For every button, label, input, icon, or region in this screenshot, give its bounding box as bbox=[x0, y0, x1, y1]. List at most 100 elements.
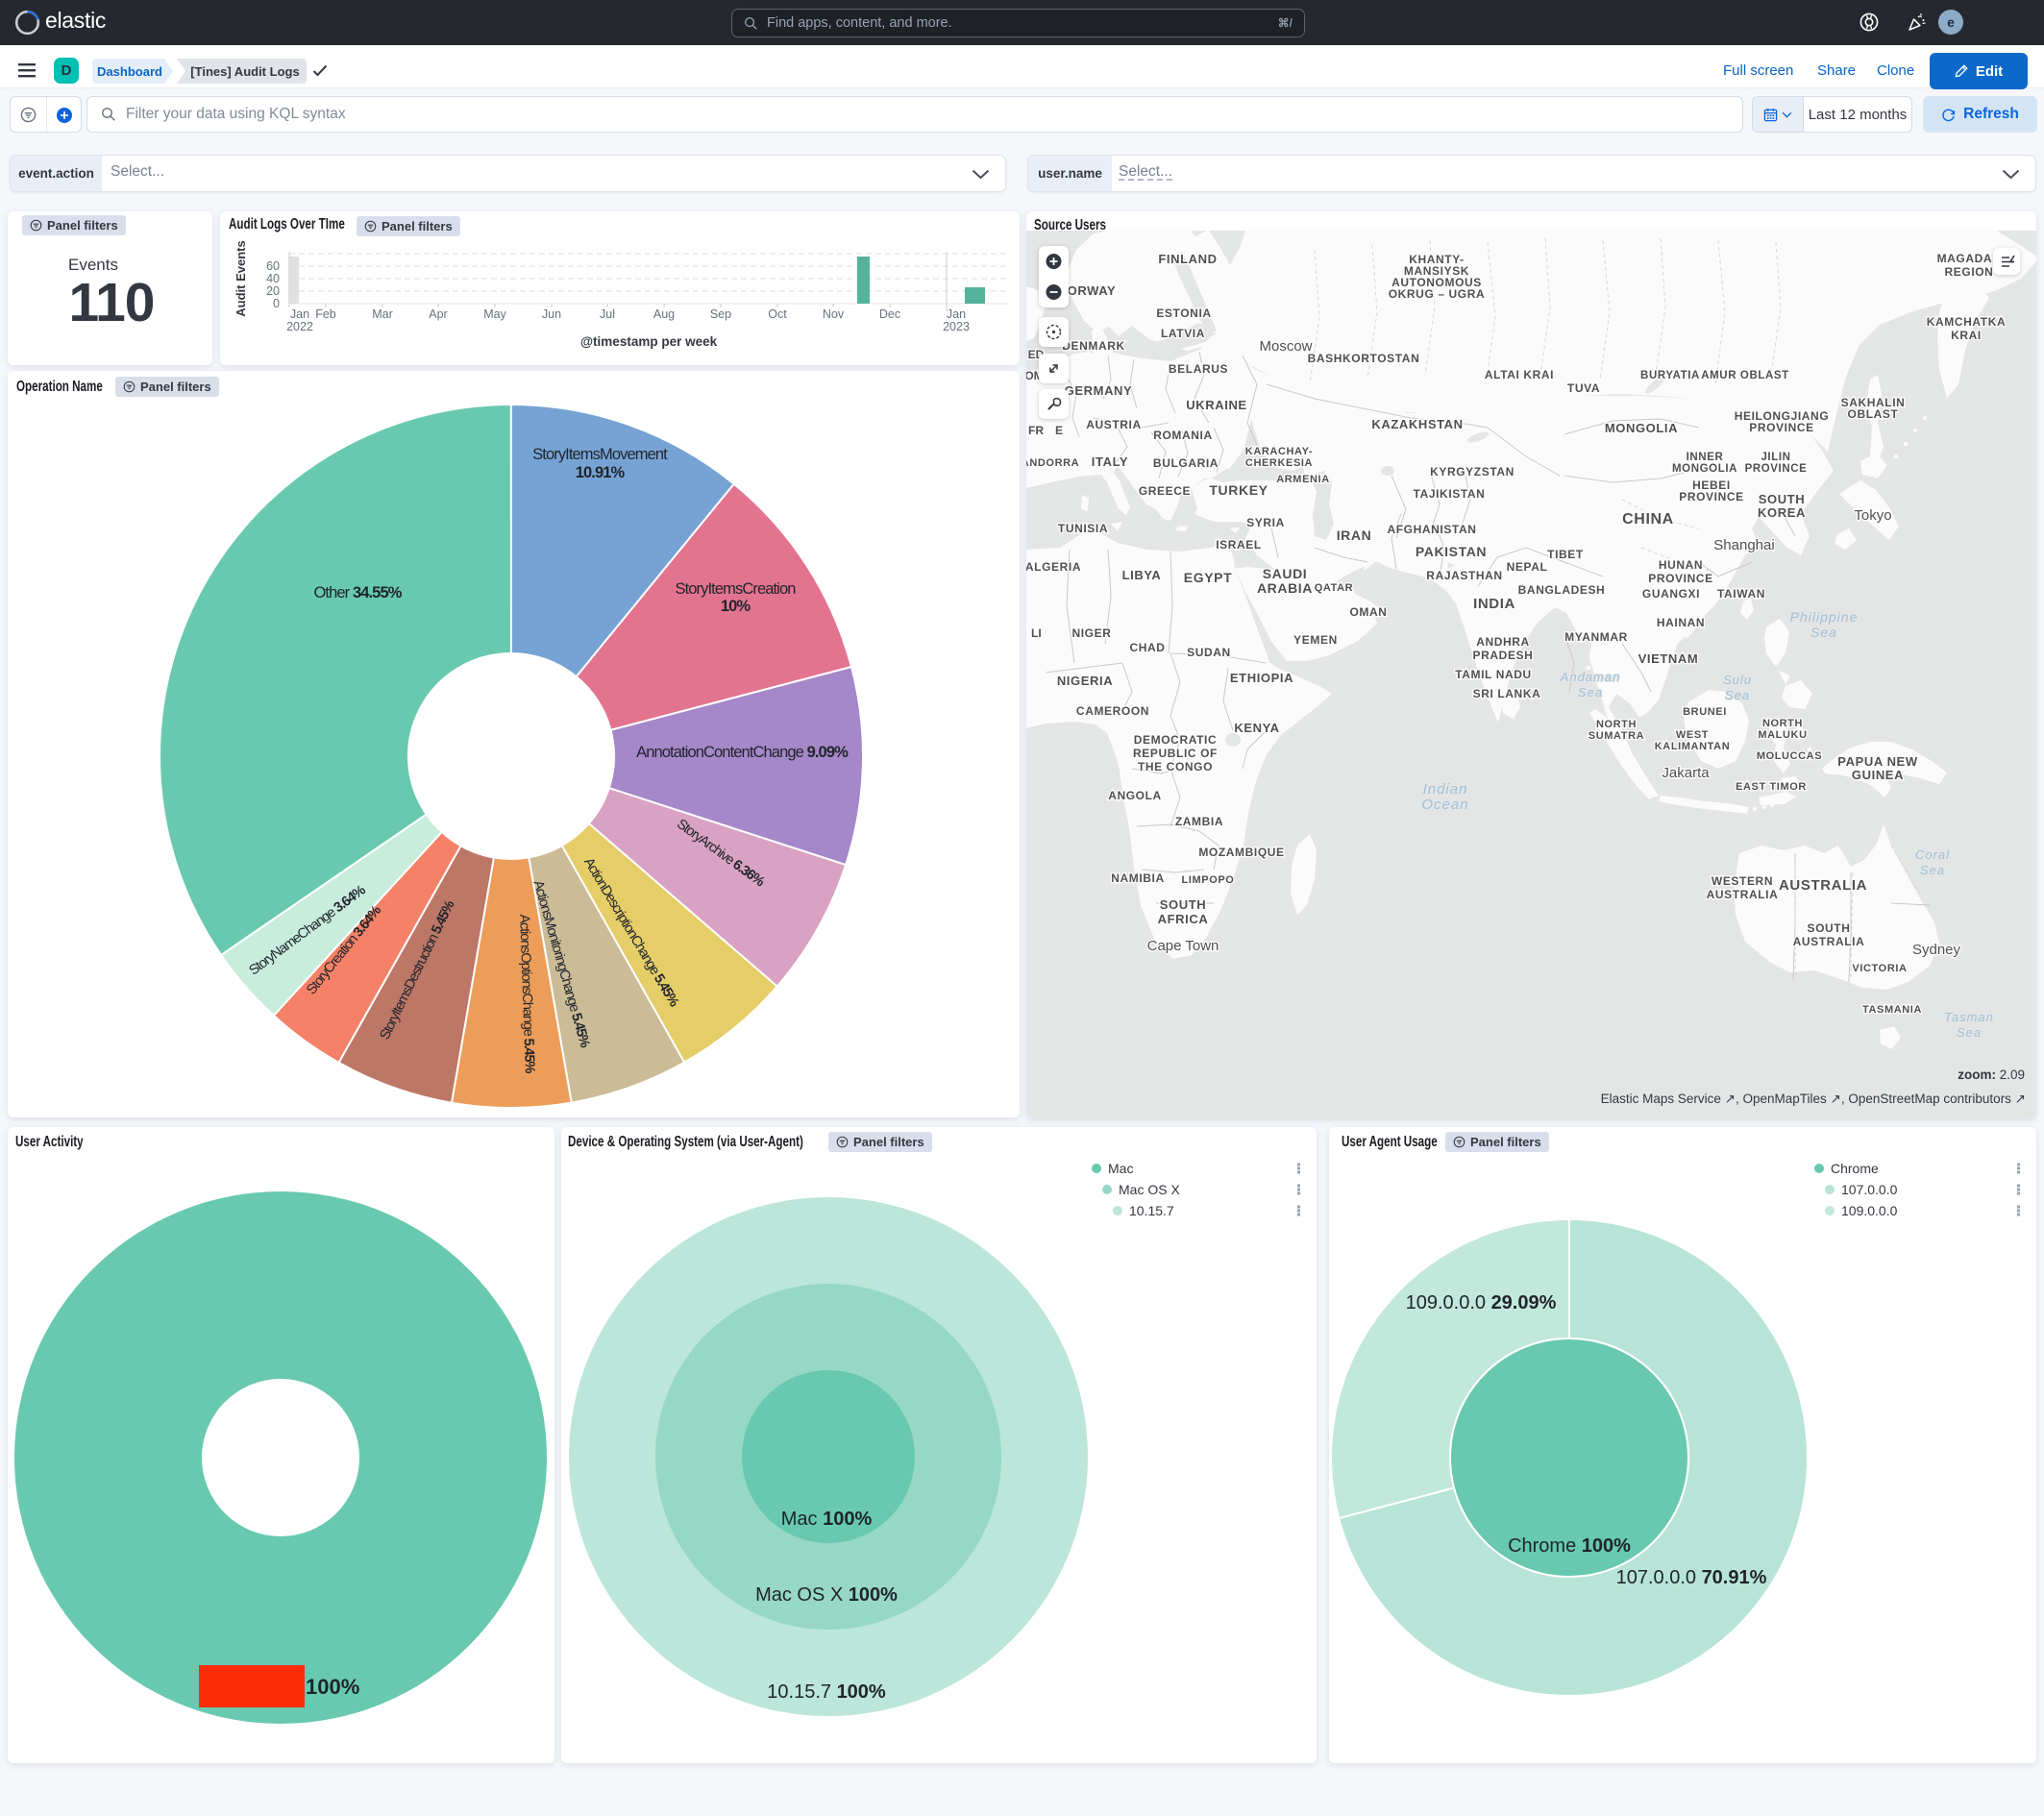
svg-text:MONGOLIA: MONGOLIA bbox=[1605, 421, 1678, 435]
svg-text:LATVIA: LATVIA bbox=[1161, 327, 1205, 340]
svg-text:FINLAND: FINLAND bbox=[1158, 252, 1217, 266]
svg-text:HUNAN: HUNAN bbox=[1659, 558, 1703, 572]
svg-text:LIMPOPO: LIMPOPO bbox=[1182, 874, 1235, 886]
svg-text:Sea: Sea bbox=[1920, 863, 1945, 877]
svg-text:PROVINCE: PROVINCE bbox=[1679, 490, 1743, 503]
svg-text:OBLAST: OBLAST bbox=[1848, 407, 1899, 421]
svg-text:PAPUA NEW: PAPUA NEW bbox=[1837, 754, 1918, 769]
svg-text:GUANGXI: GUANGXI bbox=[1642, 587, 1700, 601]
svg-text:AMUR OBLAST: AMUR OBLAST bbox=[1701, 370, 1789, 381]
svg-text:20: 20 bbox=[266, 284, 280, 298]
svg-text:IRAN: IRAN bbox=[1337, 528, 1372, 543]
svg-text:BURYATIA: BURYATIA bbox=[1640, 370, 1700, 381]
svg-text:NAMIBIA: NAMIBIA bbox=[1111, 871, 1165, 885]
svg-text:Shanghai: Shanghai bbox=[1713, 537, 1774, 553]
svg-text:Sea: Sea bbox=[1725, 688, 1750, 702]
svg-text:TUNISIA: TUNISIA bbox=[1058, 522, 1108, 535]
svg-text:TASMANIA: TASMANIA bbox=[1862, 1004, 1922, 1016]
svg-text:AUSTRALIA: AUSTRALIA bbox=[1779, 877, 1867, 894]
svg-text:PROVINCE: PROVINCE bbox=[1648, 572, 1712, 585]
svg-text:DENMARK: DENMARK bbox=[1062, 339, 1125, 353]
svg-text:AFRICA: AFRICA bbox=[1158, 912, 1209, 926]
svg-text:JILIN: JILIN bbox=[1761, 452, 1790, 463]
svg-text:UKRAINE: UKRAINE bbox=[1186, 398, 1246, 412]
svg-text:107.0.0.0 70.91%: 107.0.0.0 70.91% bbox=[1616, 1567, 1767, 1588]
svg-text:RAJASTHAN: RAJASTHAN bbox=[1426, 569, 1502, 582]
svg-text:Philippine: Philippine bbox=[1790, 609, 1859, 625]
svg-text:107.0.0.0: 107.0.0.0 bbox=[1841, 1182, 1898, 1197]
svg-text:StoryItemsMovement: StoryItemsMovement bbox=[532, 446, 668, 463]
svg-text:SOUTH: SOUTH bbox=[1808, 921, 1851, 935]
svg-text:KYRGYZSTAN: KYRGYZSTAN bbox=[1430, 465, 1515, 479]
svg-text:May: May bbox=[483, 307, 506, 321]
svg-text:QATAR: QATAR bbox=[1315, 582, 1353, 594]
svg-text:ANDORRA: ANDORRA bbox=[1026, 457, 1079, 469]
svg-text:KRAI: KRAI bbox=[1951, 329, 1982, 342]
svg-text:ALGERIA: ALGERIA bbox=[1026, 560, 1081, 574]
svg-text:CHAD: CHAD bbox=[1129, 641, 1165, 654]
svg-text:NEPAL: NEPAL bbox=[1507, 560, 1548, 574]
svg-text:Jun: Jun bbox=[542, 307, 561, 321]
svg-text:CHERKESIA: CHERKESIA bbox=[1245, 457, 1313, 469]
svg-text:KARACHAY-: KARACHAY- bbox=[1245, 446, 1313, 457]
svg-text:@timestamp per week: @timestamp per week bbox=[580, 334, 718, 349]
svg-text:MALUKU: MALUKU bbox=[1758, 729, 1807, 741]
svg-text:10.15.7: 10.15.7 bbox=[1129, 1203, 1174, 1218]
svg-text:NIGERIA: NIGERIA bbox=[1057, 674, 1113, 688]
svg-text:Dec: Dec bbox=[879, 307, 900, 321]
svg-text:ZAMBIA: ZAMBIA bbox=[1175, 815, 1223, 828]
svg-text:BANGLADESH: BANGLADESH bbox=[1518, 583, 1606, 597]
svg-text:Sydney: Sydney bbox=[1912, 942, 1961, 958]
svg-text:LI: LI bbox=[1031, 626, 1042, 640]
svg-text:MOZAMBIQUE: MOZAMBIQUE bbox=[1198, 846, 1284, 859]
svg-text:LIBYA: LIBYA bbox=[1122, 568, 1162, 582]
svg-text:Moscow: Moscow bbox=[1259, 338, 1312, 355]
svg-text:TAJIKISTAN: TAJIKISTAN bbox=[1414, 487, 1486, 501]
svg-text:YEMEN: YEMEN bbox=[1293, 633, 1338, 647]
svg-text:HAINAN: HAINAN bbox=[1657, 616, 1705, 629]
svg-text:ANDHRA: ANDHRA bbox=[1476, 635, 1530, 649]
svg-text:Jul: Jul bbox=[600, 307, 615, 321]
svg-text:TURKEY: TURKEY bbox=[1209, 482, 1268, 498]
svg-text:TAMIL NADU: TAMIL NADU bbox=[1455, 668, 1532, 681]
svg-text:MAGADAN: MAGADAN bbox=[1937, 252, 2002, 265]
svg-text:BASHKORTOSTAN: BASHKORTOSTAN bbox=[1308, 352, 1420, 365]
svg-text:Mar: Mar bbox=[372, 307, 393, 321]
svg-text:PAKISTAN: PAKISTAN bbox=[1416, 544, 1487, 559]
svg-text:109.0.0.0 29.09%: 109.0.0.0 29.09% bbox=[1406, 1292, 1557, 1313]
svg-text:GREECE: GREECE bbox=[1139, 484, 1191, 498]
svg-text:TAIWAN: TAIWAN bbox=[1717, 587, 1765, 601]
svg-text:AUSTRIA: AUSTRIA bbox=[1086, 418, 1142, 431]
svg-text:Sea: Sea bbox=[1957, 1025, 1982, 1040]
svg-text:SAKHALIN: SAKHALIN bbox=[1841, 396, 1906, 409]
svg-text:NORTH: NORTH bbox=[1762, 718, 1803, 729]
svg-text:ARMENIA: ARMENIA bbox=[1276, 474, 1330, 485]
svg-text:ISRAEL: ISRAEL bbox=[1216, 538, 1262, 552]
svg-text:Mac OS X 100%: Mac OS X 100% bbox=[755, 1584, 898, 1606]
svg-text:Chrome 100%: Chrome 100% bbox=[1508, 1535, 1631, 1557]
svg-text:KAZAKHSTAN: KAZAKHSTAN bbox=[1371, 417, 1463, 431]
svg-text:Ocean: Ocean bbox=[1421, 797, 1468, 813]
svg-text:Tokyo: Tokyo bbox=[1854, 507, 1891, 524]
svg-text:OMAN: OMAN bbox=[1349, 605, 1387, 619]
svg-text:Sea: Sea bbox=[1578, 685, 1603, 699]
svg-text:MANSIYSK: MANSIYSK bbox=[1404, 264, 1469, 278]
svg-text:Sulu: Sulu bbox=[1723, 673, 1752, 687]
svg-text:EGYPT: EGYPT bbox=[1184, 570, 1232, 585]
svg-text:Nov: Nov bbox=[823, 307, 845, 321]
svg-text:Oct: Oct bbox=[768, 307, 787, 321]
svg-text:Mac: Mac bbox=[1108, 1161, 1133, 1176]
svg-text:Sep: Sep bbox=[710, 307, 731, 321]
svg-text:BRUNEI: BRUNEI bbox=[1683, 706, 1727, 718]
svg-text:0: 0 bbox=[273, 297, 280, 310]
svg-text:Feb: Feb bbox=[315, 307, 336, 321]
svg-text:KAMCHATKA: KAMCHATKA bbox=[1927, 315, 2007, 329]
svg-text:Cape Town: Cape Town bbox=[1147, 938, 1219, 954]
svg-text:INDIA: INDIA bbox=[1473, 596, 1515, 612]
svg-text:BELARUS: BELARUS bbox=[1169, 362, 1228, 376]
svg-text:Jan: Jan bbox=[290, 307, 309, 321]
svg-text:10.15.7 100%: 10.15.7 100% bbox=[767, 1681, 886, 1703]
svg-text:SOUTH: SOUTH bbox=[1759, 492, 1806, 506]
svg-text:FR: FR bbox=[1028, 424, 1044, 437]
svg-text:NORTH: NORTH bbox=[1596, 719, 1637, 730]
